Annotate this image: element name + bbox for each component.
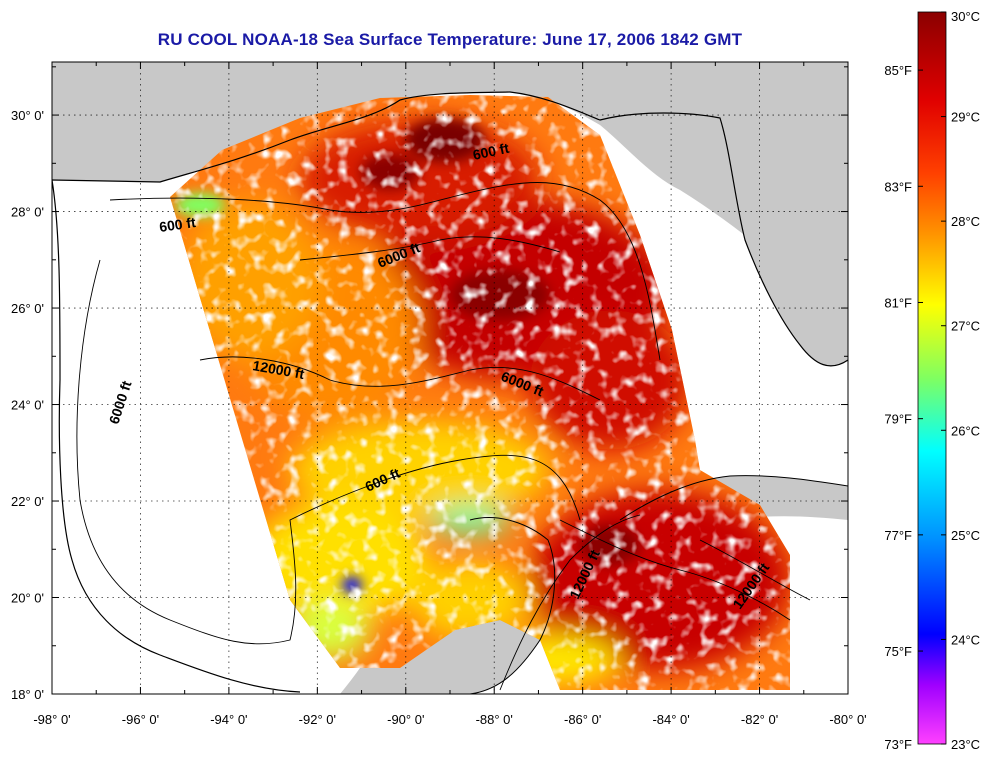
lon-tick-label: -94° 0' xyxy=(210,712,247,727)
lat-tick-label: 18° 0' xyxy=(11,687,44,702)
contour-label-600-ne: 600 ft xyxy=(471,140,510,163)
lat-tick-label: 28° 0' xyxy=(11,205,44,220)
fahrenheit-label: 81°F xyxy=(884,295,912,310)
fahrenheit-label: 79°F xyxy=(884,412,912,427)
colorbar: 30°C 29°C 28°C 27°C 26°C 25°C 24°C 23°C 85°F 83°F… xyxy=(884,9,980,752)
coastline xyxy=(52,91,848,367)
lon-tick-label: -86° 0' xyxy=(564,712,601,727)
lat-tick-label: 26° 0' xyxy=(11,301,44,316)
lon-tick-label: -96° 0' xyxy=(122,712,159,727)
fahrenheit-label: 73°F xyxy=(884,737,912,752)
colorbar-scale xyxy=(917,11,947,745)
axis-tick-labels: -98° 0' -96° 0' -94° 0' -92° 0' -90° 0' -88° … xyxy=(11,108,867,727)
celsius-label: 29°C xyxy=(951,110,980,125)
lon-tick-label: -88° 0' xyxy=(476,712,513,727)
lat-tick-label: 24° 0' xyxy=(11,398,44,413)
contour-label-600-nw: 600 ft xyxy=(158,214,197,235)
graticule xyxy=(52,62,848,694)
plot-area: 600 ft 600 ft 600 ft 6000 ft 6000 ft 600… xyxy=(52,62,848,694)
lat-tick-label: 22° 0' xyxy=(11,494,44,509)
axis-ticks xyxy=(51,62,849,695)
lon-tick-label: -82° 0' xyxy=(741,712,778,727)
fahrenheit-label: 83°F xyxy=(884,179,912,194)
fahrenheit-label: 85°F xyxy=(884,63,912,78)
celsius-label: 30°C xyxy=(951,9,980,24)
celsius-label: 26°C xyxy=(951,423,980,438)
lat-tick-label: 30° 0' xyxy=(11,108,44,123)
map-title: RU COOL NOAA-18 Sea Surface Temperature:… xyxy=(157,30,743,49)
celsius-label: 28°C xyxy=(951,214,980,229)
lon-tick-label: -84° 0' xyxy=(652,712,689,727)
lon-tick-label: -92° 0' xyxy=(299,712,336,727)
bathymetry-contours xyxy=(76,182,811,691)
fahrenheit-label: 75°F xyxy=(884,644,912,659)
lon-tick-label: -98° 0' xyxy=(33,712,70,727)
fahrenheit-label: 77°F xyxy=(884,528,912,543)
celsius-label: 24°C xyxy=(951,632,980,647)
lon-tick-label: -90° 0' xyxy=(387,712,424,727)
lat-tick-label: 20° 0' xyxy=(11,591,44,606)
celsius-label: 23°C xyxy=(951,737,980,752)
florida-land xyxy=(560,62,848,366)
celsius-label: 27°C xyxy=(951,319,980,334)
lon-tick-label: -80° 0' xyxy=(829,712,866,727)
celsius-label: 25°C xyxy=(951,528,980,543)
